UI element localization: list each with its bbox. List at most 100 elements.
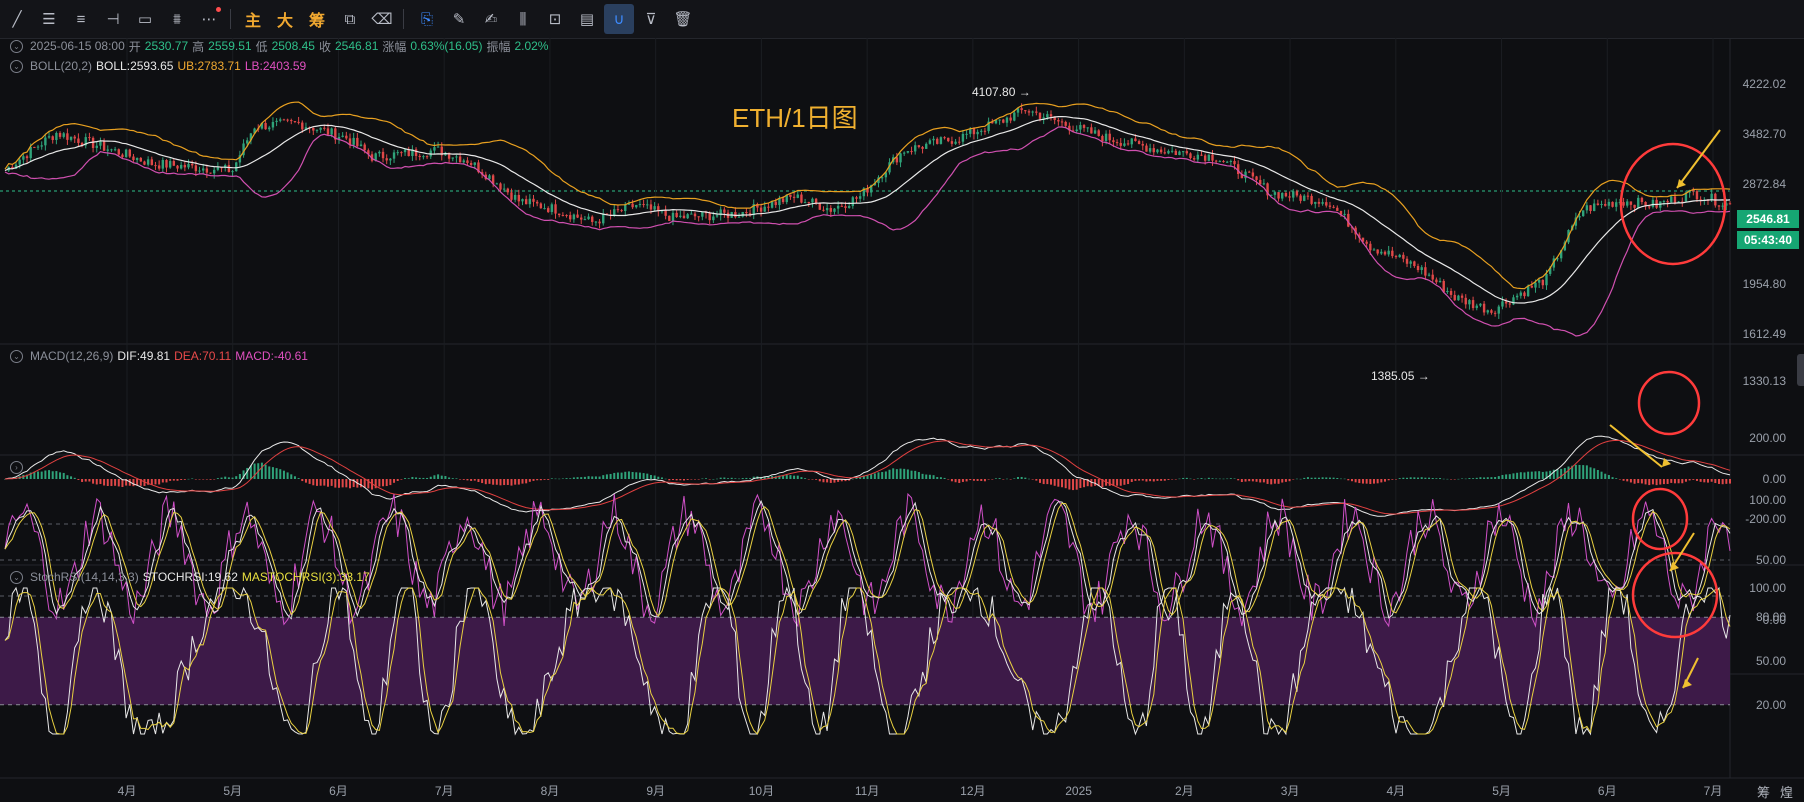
candle-body bbox=[1717, 205, 1721, 207]
macd-bar bbox=[602, 475, 605, 479]
candle-body bbox=[238, 155, 242, 163]
trash-icon[interactable]: 🗑 bbox=[673, 11, 693, 28]
highlight-circle bbox=[1631, 487, 1689, 551]
side-handle[interactable] bbox=[1797, 354, 1804, 386]
macd-bar bbox=[1112, 479, 1115, 486]
candle-body bbox=[235, 162, 238, 172]
macd-bar bbox=[697, 479, 700, 480]
macd-bar bbox=[1266, 479, 1269, 484]
collapse-icon[interactable]: ⌄ bbox=[10, 39, 23, 53]
more-tools-icon[interactable]: ⋯ bbox=[194, 4, 224, 34]
macd-bar bbox=[1541, 471, 1544, 479]
macd-bar bbox=[26, 474, 29, 479]
chips-button[interactable]: 筹 bbox=[308, 13, 325, 30]
candle-body bbox=[811, 198, 814, 203]
candle-body bbox=[917, 145, 921, 147]
macd-bar bbox=[675, 479, 678, 481]
trend-line-icon[interactable]: ╱ bbox=[12, 11, 22, 28]
magnet-icon[interactable]: ∪ bbox=[604, 4, 634, 34]
macd-bar bbox=[1189, 478, 1192, 480]
candle-body bbox=[770, 201, 774, 208]
candle-body bbox=[216, 167, 220, 170]
candle-body bbox=[1622, 202, 1625, 206]
mastochrsi-line bbox=[4, 587, 1731, 735]
macd-bar bbox=[936, 477, 939, 479]
candle-body bbox=[602, 213, 605, 224]
candle-body bbox=[128, 149, 131, 157]
eraser-icon[interactable]: ⌫ bbox=[371, 11, 393, 28]
collapse-icon[interactable]: ⌄ bbox=[10, 570, 23, 584]
macd-bar bbox=[1618, 479, 1621, 480]
collapse-icon[interactable]: ⌄ bbox=[10, 59, 23, 73]
candle-body bbox=[359, 144, 363, 147]
candle-body bbox=[998, 119, 1001, 121]
candle-body bbox=[1266, 183, 1269, 196]
parallel-lines-icon[interactable]: ≡ bbox=[76, 10, 86, 28]
macd-bar bbox=[1042, 479, 1045, 485]
candle-body bbox=[146, 159, 150, 165]
macd-bar bbox=[1005, 478, 1008, 480]
rectangle-icon[interactable]: ▭ bbox=[137, 11, 153, 28]
chart-canvas[interactable]: 4月 5月 6月 7月 8月 9月 10月 11月 12月 2025 2月 3月 4月 5月 6月 7月 422… bbox=[0, 38, 1804, 802]
expand-icon[interactable]: › bbox=[10, 460, 23, 474]
candle-body bbox=[668, 215, 671, 222]
boll-mid-value: BOLL:2593.65 bbox=[96, 59, 174, 73]
brush-icon[interactable]: ✍ bbox=[484, 11, 498, 28]
macd-bar bbox=[638, 472, 641, 479]
macd-bar bbox=[1651, 479, 1654, 485]
candles-icon[interactable]: ⫼ bbox=[519, 10, 527, 28]
macd-bar bbox=[1571, 465, 1574, 479]
candle-body bbox=[1163, 152, 1166, 154]
filter-icon[interactable]: ⊽ bbox=[645, 11, 657, 28]
macd-axis-label: -200.00 bbox=[1745, 512, 1786, 526]
candle-body bbox=[1479, 303, 1482, 306]
macd-bar bbox=[1626, 479, 1629, 482]
macd-bar bbox=[191, 478, 194, 479]
macd-bar bbox=[194, 479, 197, 480]
macd-bar bbox=[1325, 477, 1328, 479]
macd-bar bbox=[44, 470, 47, 479]
horizontal-lines-icon[interactable]: ☰ bbox=[42, 11, 56, 28]
candle-body bbox=[1442, 280, 1445, 293]
candle-body bbox=[528, 198, 532, 205]
measure-icon[interactable]: ⧉ bbox=[344, 10, 356, 28]
candle-body bbox=[1721, 205, 1724, 207]
candle-body bbox=[877, 177, 880, 184]
pattern-icon[interactable]: ⩩ bbox=[172, 10, 181, 28]
macd-bar bbox=[1185, 477, 1188, 479]
brightness-toggle[interactable]: 煌 bbox=[1780, 785, 1794, 800]
collapse-icon[interactable]: ⌄ bbox=[10, 349, 23, 363]
pencil-icon[interactable]: ✎ bbox=[452, 11, 466, 28]
horizontal-ray-icon[interactable]: ⊣ bbox=[106, 11, 120, 28]
candle-body bbox=[301, 122, 304, 130]
macd-bar bbox=[1703, 479, 1706, 483]
macd-bar bbox=[510, 479, 513, 486]
macd-bar bbox=[337, 479, 340, 488]
candle-body bbox=[1670, 196, 1673, 203]
note-icon[interactable]: ▤ bbox=[579, 11, 595, 28]
main-indicator-button[interactable]: 主 bbox=[244, 13, 261, 30]
macd-bar bbox=[176, 479, 179, 481]
macd-bar bbox=[712, 478, 715, 480]
macd-bar bbox=[1387, 479, 1390, 481]
macd-bar bbox=[55, 471, 58, 479]
candle-body bbox=[62, 133, 65, 137]
macd-bar bbox=[1409, 477, 1412, 479]
candle-body bbox=[1299, 195, 1302, 201]
macd-bar bbox=[1464, 478, 1467, 480]
candle-body bbox=[1648, 206, 1651, 208]
macd-bar bbox=[1472, 478, 1475, 479]
chips-toggle[interactable]: 筹 bbox=[1757, 785, 1771, 800]
candle-body bbox=[987, 121, 990, 132]
macd-bar bbox=[1501, 474, 1504, 479]
candle-body bbox=[895, 157, 899, 163]
macd-bar bbox=[1149, 479, 1152, 482]
bookmark-icon[interactable]: ⎘ bbox=[420, 10, 433, 28]
candle-body bbox=[1108, 133, 1111, 141]
big-order-button[interactable]: 大 bbox=[276, 13, 293, 30]
chart-area[interactable]: 4月 5月 6月 7月 8月 9月 10月 11月 12月 2025 2月 3月 4月 5月 6月 7月 422… bbox=[0, 38, 1804, 802]
lock-icon[interactable]: ⊡ bbox=[548, 11, 562, 28]
candle-body bbox=[1526, 285, 1530, 297]
macd-bar bbox=[987, 479, 990, 480]
macd-bar bbox=[70, 476, 73, 479]
